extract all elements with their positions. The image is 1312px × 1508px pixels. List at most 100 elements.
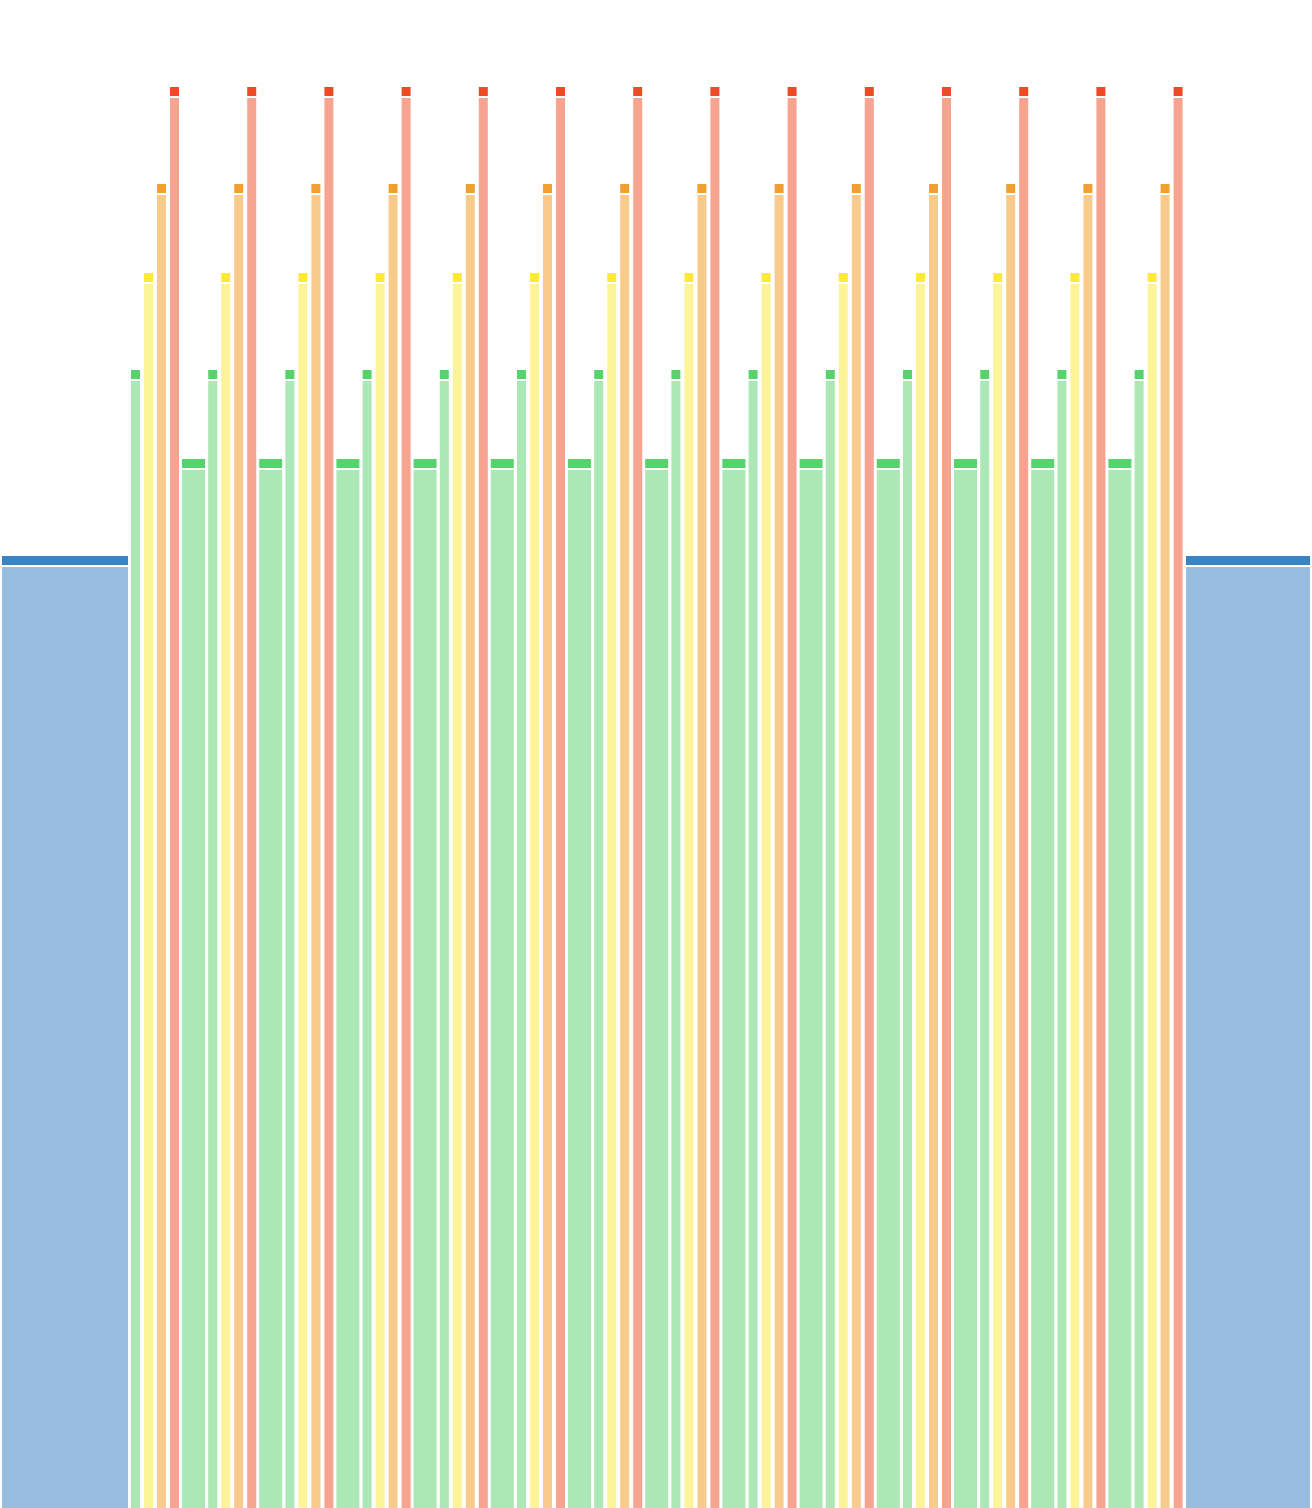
bar — [787, 98, 797, 1508]
bar-cap — [903, 370, 912, 379]
bar-cap — [452, 273, 462, 282]
bar-cap — [1186, 556, 1310, 565]
bar — [556, 98, 565, 1508]
bar-cap — [478, 87, 488, 96]
bar — [336, 470, 360, 1508]
bar — [594, 381, 604, 1508]
bar — [954, 470, 977, 1508]
bar-cap — [1031, 459, 1055, 468]
bar-cap — [710, 87, 720, 96]
bar-cap — [247, 87, 257, 96]
bar — [1031, 470, 1055, 1508]
bar — [697, 195, 707, 1508]
bar — [916, 284, 925, 1508]
bar — [864, 98, 874, 1508]
bar-cap — [645, 459, 669, 468]
bar — [439, 381, 449, 1508]
bar-cap — [556, 87, 565, 96]
bar — [478, 98, 488, 1508]
bar — [388, 195, 398, 1508]
bar — [1070, 284, 1080, 1508]
bar-cap — [1108, 459, 1132, 468]
bar — [234, 195, 244, 1508]
bar-cap — [530, 273, 539, 282]
bar — [903, 381, 912, 1508]
bar — [761, 284, 771, 1508]
bar — [774, 195, 784, 1508]
bar-cap — [221, 273, 231, 282]
bar — [2, 567, 128, 1508]
bar — [1057, 381, 1067, 1508]
bar-cap — [234, 184, 244, 193]
bar — [131, 381, 140, 1508]
bar-cap — [1147, 273, 1157, 282]
bar — [1108, 470, 1132, 1508]
bar-cap — [131, 370, 140, 379]
bar-cap — [259, 459, 283, 468]
bar — [633, 98, 643, 1508]
bar-cap — [799, 459, 823, 468]
bar-cap — [298, 273, 308, 282]
bar-cap — [697, 184, 707, 193]
bar — [942, 98, 951, 1508]
bar-cap — [157, 184, 166, 193]
bar — [530, 284, 539, 1508]
bar — [311, 195, 321, 1508]
bar-cap — [838, 273, 848, 282]
bar-cap — [1019, 87, 1029, 96]
bar-cap — [1096, 87, 1106, 96]
bar — [1134, 381, 1144, 1508]
bar — [1019, 98, 1029, 1508]
bar-cap — [568, 459, 591, 468]
bar-cap — [825, 370, 835, 379]
bar — [1147, 284, 1157, 1508]
bar-cap — [2, 556, 128, 565]
bar — [1006, 195, 1016, 1508]
bar — [993, 284, 1003, 1508]
bar — [722, 470, 746, 1508]
bar — [324, 98, 334, 1508]
bar — [157, 195, 166, 1508]
bar — [980, 381, 990, 1508]
bar-cap — [1083, 184, 1093, 193]
bar — [490, 470, 514, 1508]
bar-cap — [916, 273, 925, 282]
bar-cap — [748, 370, 758, 379]
bar-cap — [1057, 370, 1067, 379]
bar — [247, 98, 257, 1508]
bar-cap — [671, 370, 681, 379]
bar — [876, 470, 900, 1508]
bar-cap — [633, 87, 643, 96]
bar — [1186, 567, 1310, 1508]
bar-cap — [722, 459, 746, 468]
bar-cap — [864, 87, 874, 96]
bar — [362, 381, 372, 1508]
bar-cap — [1134, 370, 1144, 379]
bar-cap — [1160, 184, 1170, 193]
bar — [1160, 195, 1170, 1508]
bar — [1083, 195, 1093, 1508]
bar-cap — [144, 273, 153, 282]
bar — [144, 284, 153, 1508]
bar-cap — [375, 273, 385, 282]
bar-cap — [620, 184, 630, 193]
bar — [929, 195, 938, 1508]
bar — [221, 284, 231, 1508]
bar-cap — [787, 87, 797, 96]
bar — [401, 98, 411, 1508]
bar-cap — [942, 87, 951, 96]
bar-cap — [490, 459, 514, 468]
bar-cap — [684, 273, 694, 282]
bar-cap — [980, 370, 990, 379]
bar-cap — [774, 184, 784, 193]
bar — [465, 195, 475, 1508]
bar-cap — [465, 184, 475, 193]
bar — [799, 470, 823, 1508]
bar-cap — [954, 459, 977, 468]
bar — [620, 195, 630, 1508]
bar — [543, 195, 552, 1508]
bar — [607, 284, 617, 1508]
bar — [671, 381, 681, 1508]
bar — [170, 98, 179, 1508]
